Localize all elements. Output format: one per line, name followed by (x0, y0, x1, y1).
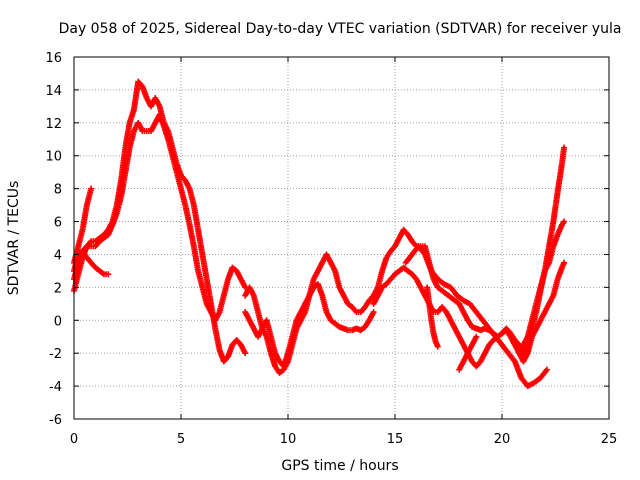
series-track-k (456, 333, 480, 373)
data-point (88, 185, 95, 192)
y-axis-label: SDTVAR / TECUs (6, 181, 22, 296)
y-tick-label: 16 (45, 51, 62, 66)
series-track-j (424, 284, 441, 350)
series-track-b (71, 111, 249, 324)
x-tick-label: 25 (601, 432, 618, 447)
data-point (370, 309, 377, 316)
x-tick-label: 15 (387, 432, 404, 447)
x-axis-label: GPS time / hours (281, 458, 398, 474)
grid (74, 57, 609, 419)
y-tick-label: 4 (54, 248, 62, 263)
series-track-n (520, 259, 568, 365)
x-tick-label: 0 (70, 432, 78, 447)
x-tick-label: 5 (177, 432, 185, 447)
data-point (561, 218, 568, 225)
data-point (105, 271, 112, 278)
ticks: 0 5 10 15 20 25 -6 -4 -2 0 2 4 6 8 10 12 14 16 (45, 51, 617, 447)
y-tick-label: 8 (54, 183, 62, 198)
y-tick-label: 6 (54, 216, 62, 231)
y-tick-label: 10 (45, 150, 62, 165)
series-track-f (242, 281, 377, 370)
x-tick-label: 10 (280, 432, 297, 447)
data-point (543, 366, 550, 373)
data-point (434, 343, 441, 350)
data-point (473, 333, 480, 340)
series-track-i (402, 243, 550, 390)
y-tick-label: -4 (49, 380, 62, 395)
chart-title: Day 058 of 2025, Sidereal Day-to-day VTE… (59, 21, 622, 37)
data-point (242, 350, 249, 357)
y-tick-label: -6 (49, 413, 62, 428)
data-point (561, 144, 568, 151)
y-tick-label: 0 (54, 314, 62, 329)
y-tick-label: 2 (54, 281, 62, 296)
series-track-d (71, 185, 95, 266)
x-tick-label: 20 (494, 432, 511, 447)
plot-frame (73, 56, 610, 420)
series-track-m (520, 218, 568, 348)
data-points (71, 78, 568, 390)
y-tick-label: 14 (45, 84, 62, 99)
y-tick-label: 12 (45, 117, 62, 132)
y-tick-label: -2 (49, 347, 62, 362)
data-point (561, 259, 568, 266)
